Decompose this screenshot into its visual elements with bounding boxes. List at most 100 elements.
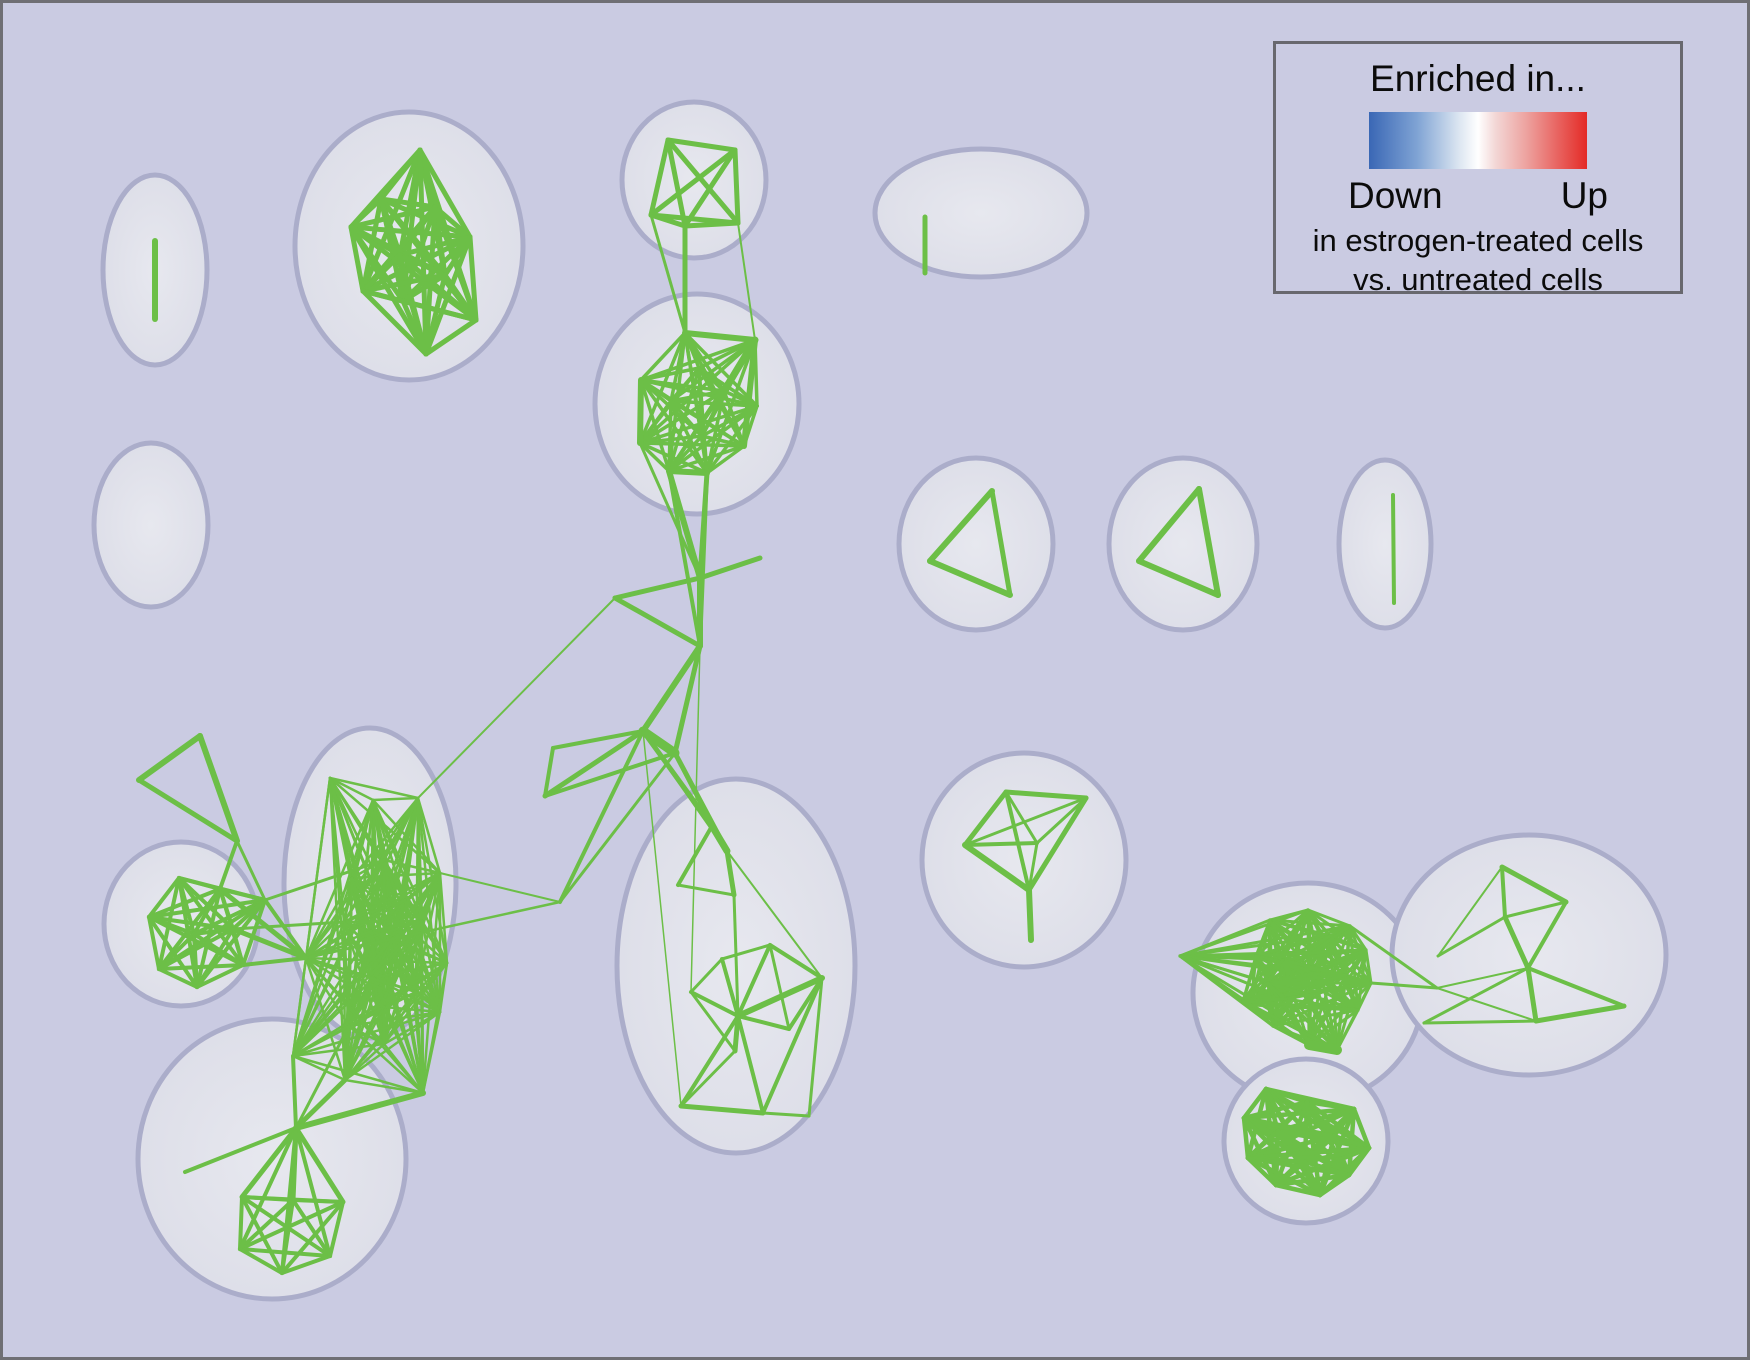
sat-edge — [136, 777, 240, 844]
cellcycle-edge — [1306, 908, 1352, 928]
rna-edge — [667, 434, 704, 473]
sorting-edge — [732, 147, 741, 226]
trna-edge — [238, 1247, 284, 1275]
rrna-edge — [304, 956, 351, 1028]
cellcycle-edge — [1241, 981, 1270, 1003]
edge-layer — [136, 137, 1627, 1275]
trna-edge — [294, 1126, 332, 1258]
transcription-edge — [768, 943, 824, 980]
ub-edge — [1331, 1133, 1372, 1151]
cellcycle-edge — [1281, 948, 1368, 962]
transcription-edge — [720, 957, 740, 1018]
rna-edge — [639, 366, 701, 382]
rrna-edge — [342, 920, 442, 1014]
rna-edge — [667, 399, 673, 473]
translation-edge — [400, 298, 429, 357]
splicing-edge — [157, 967, 199, 989]
cellcycle-edge — [1178, 954, 1245, 1003]
splicing-edge — [147, 915, 199, 989]
micro-edge — [1533, 1003, 1627, 1024]
translation-edge — [417, 147, 473, 240]
micro-edge — [1436, 967, 1529, 989]
legend-title: Enriched in... — [1370, 58, 1586, 99]
translation-edge — [423, 272, 448, 357]
dna-edge — [1026, 795, 1089, 893]
sat-edge — [136, 733, 203, 783]
cellcycle-edge — [1241, 981, 1373, 1003]
rrna-splicing-edge — [241, 956, 308, 967]
translation-edge — [400, 298, 479, 323]
rna-edge — [639, 338, 757, 382]
translation-edge — [400, 272, 448, 304]
rrna-splicing-edge — [217, 886, 309, 961]
cellcycle-micro-edge — [1348, 924, 1439, 990]
translation-edge — [348, 204, 438, 230]
rrna-edge — [304, 956, 449, 965]
trna-edge — [238, 1200, 345, 1251]
rrna-edge — [343, 1042, 386, 1082]
rna-spine-edge — [667, 469, 702, 648]
trna-edge — [238, 1126, 298, 1251]
splicing-edge — [192, 932, 199, 989]
dna-edge — [962, 789, 1009, 848]
sorting-edge — [682, 220, 741, 229]
rrna-edge — [382, 1005, 425, 1095]
micro-edge — [1437, 866, 1503, 957]
ub-edge — [1273, 1182, 1323, 1198]
rrna-edge — [391, 936, 425, 1095]
cellcycle-edge — [1254, 924, 1352, 958]
translation-edge — [467, 234, 479, 323]
trna-edge — [240, 1195, 284, 1275]
rrna-edge — [414, 990, 442, 1014]
translation-edge — [442, 272, 479, 323]
rna-edge — [669, 399, 704, 438]
ub-edge — [1245, 1133, 1337, 1161]
splicing-edge — [157, 887, 222, 971]
rrna-trna-edge — [294, 1024, 351, 1130]
lipid-cluster-ellipse — [1336, 457, 1434, 631]
cellcycle-edge — [1268, 908, 1310, 922]
rrna-edge — [416, 796, 442, 875]
legend-down-label: Down — [1348, 175, 1443, 216]
splicing-edge — [218, 887, 267, 902]
translation-edge — [432, 204, 473, 240]
cellcycle-edge — [1304, 1040, 1342, 1055]
trna-edge — [291, 1198, 345, 1204]
cellcycle-micro-edge — [1369, 981, 1439, 990]
legend-up-label: Up — [1560, 175, 1608, 216]
cellcycle-edge — [1266, 981, 1360, 1012]
spine-edge — [697, 555, 763, 581]
rna-edge — [638, 441, 709, 475]
transcription-edge — [724, 848, 737, 898]
micro-edge — [1503, 900, 1568, 919]
dna-edge — [1035, 796, 1088, 845]
rna-edge — [720, 336, 759, 395]
micro-edge — [1525, 965, 1539, 1024]
transcription-edge — [679, 1049, 737, 1108]
rrna-spine-edge — [304, 900, 562, 960]
cellcycle-edge — [1241, 999, 1339, 1052]
translation-edge — [360, 288, 429, 357]
sat-splicing-edge — [218, 839, 239, 891]
trna-edge — [239, 1125, 299, 1200]
tight-edge — [1136, 486, 1202, 564]
transcription-edge — [736, 1014, 791, 1031]
translation-edge — [348, 224, 429, 357]
legend-subtitle-line2: vs. untreated cells — [1353, 262, 1603, 297]
rrna-edge — [291, 898, 407, 1058]
rna-spine-edge — [698, 471, 709, 648]
spine-edge — [542, 728, 646, 799]
rrna-splicing-edge — [263, 898, 308, 960]
sorting-edge — [665, 137, 738, 153]
splicing-edge — [231, 927, 245, 967]
mhc-cluster-ellipse — [896, 455, 1056, 633]
translation-edge — [397, 234, 473, 258]
legend-box: Enriched in... Down Up in estrogen-treat… — [1273, 41, 1683, 297]
transcription-edge — [807, 976, 824, 1118]
legend-gradient-bar — [1369, 112, 1587, 169]
spine-transcription-edge — [672, 750, 730, 854]
micro-edge — [1502, 914, 1531, 971]
rrna-edge — [304, 956, 347, 1082]
cellcycle-edge — [1284, 997, 1339, 1052]
rna-edge — [639, 378, 709, 475]
